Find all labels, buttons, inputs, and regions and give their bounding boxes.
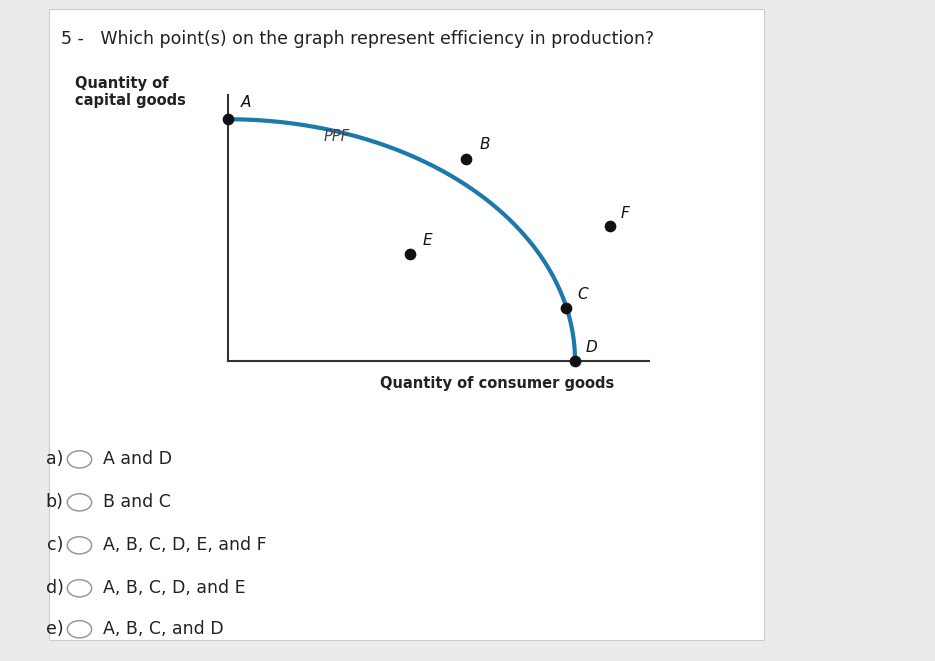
Text: A and D: A and D	[103, 450, 172, 469]
Text: B: B	[480, 137, 490, 152]
Text: b): b)	[46, 493, 64, 512]
Point	[559, 302, 574, 313]
Text: D: D	[586, 340, 597, 355]
Text: F: F	[621, 206, 629, 221]
Text: 5 -   Which point(s) on the graph represent efficiency in production?: 5 - Which point(s) on the graph represen…	[61, 30, 654, 48]
Point	[568, 356, 583, 366]
Point	[602, 220, 617, 231]
Point	[403, 249, 418, 260]
Text: Quantity of
capital goods: Quantity of capital goods	[75, 76, 186, 108]
Text: A, B, C, and D: A, B, C, and D	[103, 620, 223, 639]
Text: a): a)	[46, 450, 64, 469]
Point	[459, 154, 474, 165]
Text: PPF: PPF	[324, 129, 350, 143]
Text: A, B, C, D, E, and F: A, B, C, D, E, and F	[103, 536, 266, 555]
Text: Quantity of consumer goods: Quantity of consumer goods	[380, 377, 614, 391]
Text: E: E	[423, 233, 433, 249]
Text: A: A	[241, 95, 252, 110]
Text: e): e)	[46, 620, 64, 639]
Text: A, B, C, D, and E: A, B, C, D, and E	[103, 579, 246, 598]
Text: C: C	[577, 287, 588, 301]
Text: B and C: B and C	[103, 493, 171, 512]
Point	[221, 114, 236, 124]
Text: c): c)	[47, 536, 64, 555]
Text: d): d)	[46, 579, 64, 598]
